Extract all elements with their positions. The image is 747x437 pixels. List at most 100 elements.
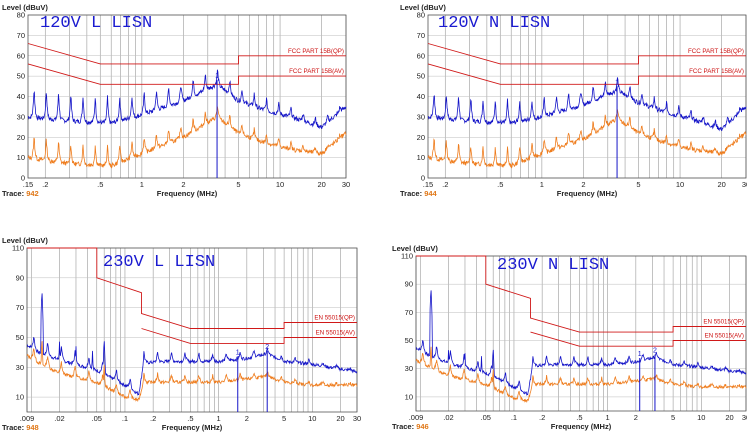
x-tick-label: 20 <box>725 413 733 422</box>
x-tick-label: 30 <box>742 180 747 189</box>
x-tick-label: 5 <box>236 180 240 189</box>
x-tick-label: .05 <box>481 413 491 422</box>
chart-title: 230V L LISN <box>103 253 215 272</box>
x-tick-label: .02 <box>443 413 453 422</box>
y-axis-label: Level (dBuV) <box>392 244 438 253</box>
plot-frame <box>26 247 358 413</box>
x-tick-label: 30 <box>353 414 361 423</box>
chart-title: 120V N LISN <box>438 14 550 33</box>
trace-footer: Trace: 944 <box>400 189 438 198</box>
marker-label: 2 <box>653 348 657 355</box>
y-axis-label: Level (dBuV) <box>400 3 446 12</box>
y-tick-label: 50 <box>417 72 425 81</box>
y-tick-label: 50 <box>16 333 24 342</box>
x-tick-label: 20 <box>336 414 344 423</box>
trace-number: 948 <box>26 423 39 432</box>
x-tick-label: .5 <box>576 413 582 422</box>
chart-svg: 10 30 50 70 90 110 .009 .02 .05 .1 .2 .5 1 2 5 10 20 30 Le… <box>2 236 361 432</box>
y-tick-label: 30 <box>16 363 24 372</box>
x-tick-label: .15 <box>23 180 33 189</box>
plot-area <box>416 256 746 411</box>
y-axis-label: Level (dBuV) <box>2 236 48 245</box>
chart-svg: 0 10 20 30 40 50 60 70 80 .15 .2 .5 1 2 5 10 20 30 Level (… <box>400 3 747 198</box>
x-tick-label: 5 <box>636 180 640 189</box>
y-tick-label: 80 <box>417 11 425 20</box>
y-tick-label: 110 <box>401 252 413 261</box>
x-axis-label: Frequency (MHz) <box>162 423 223 432</box>
x-axis-label: Frequency (MHz) <box>157 189 218 198</box>
trace-footer: Trace: 946 <box>392 422 429 431</box>
trace-number: 944 <box>424 189 437 198</box>
limit-label: EN 55015(AV) <box>705 333 744 340</box>
series-av-trace <box>26 341 358 403</box>
series-qp-trace <box>415 290 747 396</box>
limit-line <box>141 328 357 344</box>
limit-line <box>27 43 346 65</box>
y-tick-label: 30 <box>17 112 25 121</box>
x-tick-label: 20 <box>317 180 325 189</box>
y-tick-label: 10 <box>17 153 25 162</box>
plot-area <box>27 248 357 412</box>
x-tick-label: .2 <box>150 414 156 423</box>
plot-frame <box>27 14 347 179</box>
y-tick-label: 10 <box>405 392 413 401</box>
marker-label: 1 <box>615 79 619 86</box>
x-tick-label: 5 <box>671 413 675 422</box>
x-tick-label: 30 <box>742 413 747 422</box>
trace-number: 942 <box>26 189 39 198</box>
y-tick-label: 40 <box>17 92 25 101</box>
limit-label: EN 55015(QP) <box>703 318 744 325</box>
series-qp-trace <box>26 293 358 396</box>
limit-line <box>530 331 746 347</box>
limit-label: EN 55015(AV) <box>316 329 355 336</box>
marker-label: 1 <box>638 351 642 358</box>
series-qp-trace <box>427 77 747 132</box>
limit-label: FCC PART 15B(AV) <box>689 68 744 75</box>
y-tick-label: 70 <box>16 303 24 312</box>
y-tick-label: 110 <box>12 244 24 253</box>
y-tick-label: 90 <box>16 273 24 282</box>
x-axis-label: Frequency (MHz) <box>551 422 612 431</box>
y-tick-label: 30 <box>417 112 425 121</box>
y-tick-label: 70 <box>405 308 413 317</box>
limit-line <box>27 63 346 85</box>
y-tick-label: 60 <box>17 51 25 60</box>
x-tick-label: .2 <box>539 413 545 422</box>
x-tick-label: 5 <box>282 414 286 423</box>
x-tick-label: .05 <box>92 414 102 423</box>
marker-label: 2 <box>265 344 269 351</box>
chart-svg: 0 10 20 30 40 50 60 70 80 .15 .2 .5 1 2 5 10 20 30 Level (… <box>2 3 350 198</box>
marker-label: 1 <box>215 73 219 80</box>
x-tick-label: 10 <box>676 180 684 189</box>
series-av-trace <box>415 346 747 403</box>
limit-label: EN 55015(QP) <box>314 315 355 322</box>
x-tick-label: 1 <box>217 414 221 423</box>
y-tick-label: 20 <box>417 133 425 142</box>
y-tick-label: 70 <box>17 31 25 40</box>
y-tick-label: 80 <box>17 11 25 20</box>
chart-230v-n-lisn: 10 30 50 70 90 110 .009 .02 .05 .1 .2 .5 1 2 5 10 20 30 Le… <box>390 238 747 437</box>
x-tick-label: 1 <box>606 413 610 422</box>
x-tick-label: 2 <box>245 414 249 423</box>
limit-line <box>416 255 746 333</box>
limit-label: FCC PART 15B(AV) <box>289 68 344 75</box>
limit-label: FCC PART 15B(QP) <box>688 48 744 55</box>
chart-title: 120V L LISN <box>40 14 152 33</box>
x-tick-label: 1 <box>540 180 544 189</box>
y-tick-label: 10 <box>417 153 425 162</box>
y-tick-label: 30 <box>405 364 413 373</box>
series-av-trace <box>427 109 747 169</box>
x-tick-label: 2 <box>581 180 585 189</box>
trace-number: 946 <box>416 422 429 431</box>
y-tick-label: 50 <box>17 72 25 81</box>
y-tick-label: 0 <box>21 174 25 183</box>
x-tick-label: .2 <box>442 180 448 189</box>
y-tick-label: 20 <box>17 133 25 142</box>
x-tick-label: .02 <box>54 414 64 423</box>
x-tick-label: 30 <box>342 180 350 189</box>
x-tick-label: .1 <box>122 414 128 423</box>
x-tick-label: 10 <box>697 413 705 422</box>
chart-svg: 10 30 50 70 90 110 .009 .02 .05 .1 .2 .5 1 2 5 10 20 30 Le… <box>392 244 747 431</box>
y-tick-label: 60 <box>417 51 425 60</box>
limit-line <box>427 43 746 65</box>
